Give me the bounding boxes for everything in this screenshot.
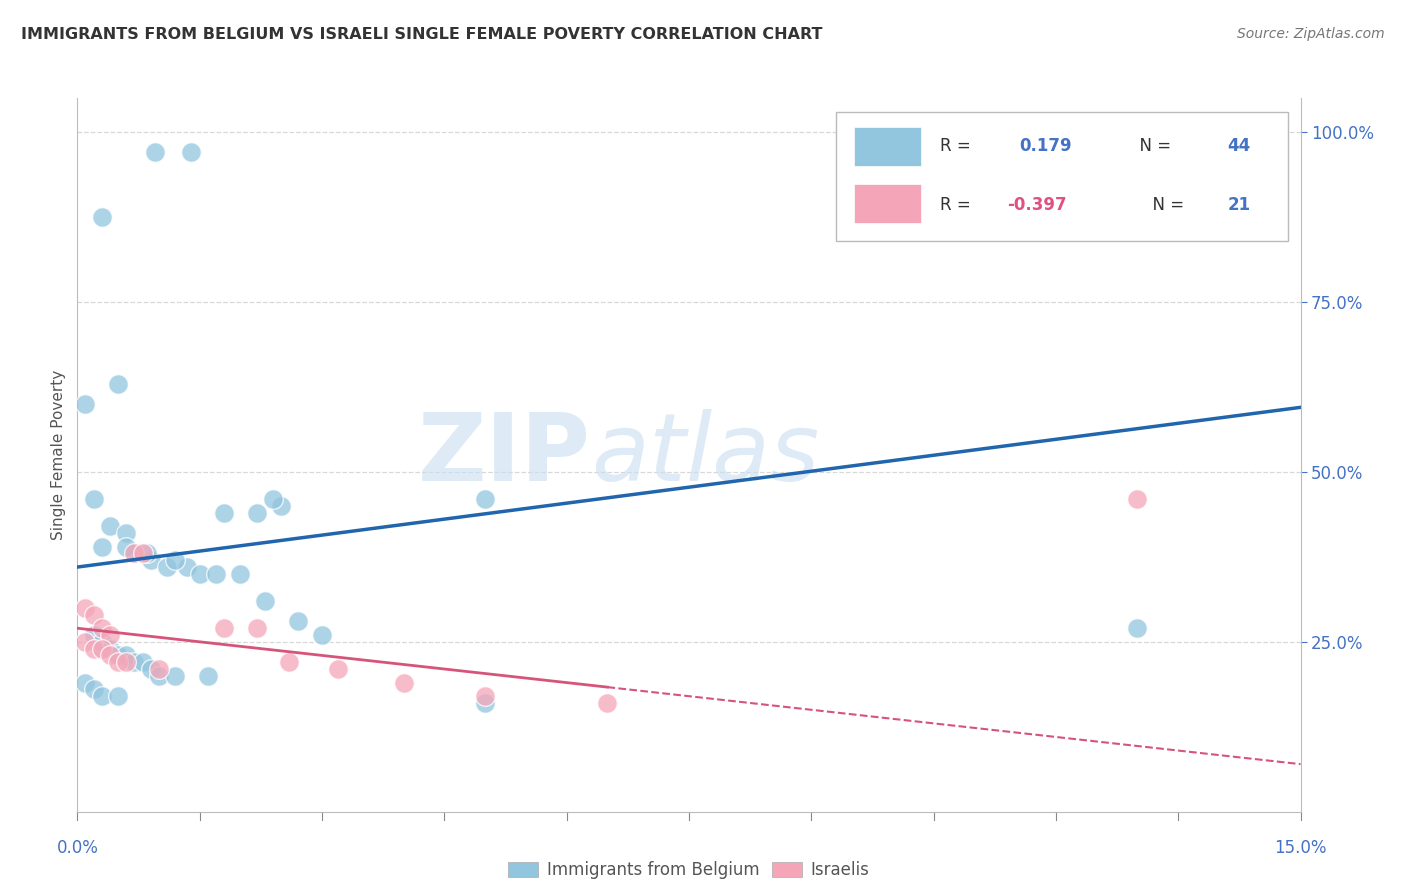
Point bbox=[246, 621, 269, 635]
Point bbox=[115, 648, 138, 663]
Point bbox=[107, 655, 129, 669]
Point bbox=[287, 615, 309, 629]
Point bbox=[124, 546, 146, 560]
Text: 44: 44 bbox=[1227, 137, 1250, 155]
Point bbox=[474, 696, 496, 710]
Text: R =: R = bbox=[939, 137, 976, 155]
Point bbox=[90, 689, 112, 703]
FancyBboxPatch shape bbox=[835, 112, 1288, 241]
Text: atlas: atlas bbox=[591, 409, 820, 500]
Point bbox=[135, 546, 157, 560]
Text: -0.397: -0.397 bbox=[1007, 196, 1067, 214]
Point bbox=[75, 675, 97, 690]
Point bbox=[311, 628, 333, 642]
Point bbox=[270, 499, 292, 513]
Point bbox=[156, 560, 179, 574]
Point bbox=[107, 376, 129, 391]
Point bbox=[131, 655, 153, 669]
Point bbox=[278, 655, 301, 669]
Y-axis label: Single Female Poverty: Single Female Poverty bbox=[51, 370, 66, 540]
Point bbox=[115, 526, 138, 541]
Text: 15.0%: 15.0% bbox=[1274, 838, 1327, 857]
Text: N =: N = bbox=[1129, 137, 1177, 155]
Point bbox=[205, 566, 228, 581]
Text: Source: ZipAtlas.com: Source: ZipAtlas.com bbox=[1237, 27, 1385, 41]
Point bbox=[596, 696, 619, 710]
Point bbox=[143, 145, 166, 160]
Point bbox=[148, 669, 170, 683]
Point bbox=[115, 540, 138, 554]
Text: 0.0%: 0.0% bbox=[56, 838, 98, 857]
Point bbox=[148, 662, 170, 676]
Point bbox=[75, 397, 97, 411]
Point bbox=[131, 546, 153, 560]
Point bbox=[90, 621, 112, 635]
Point bbox=[124, 546, 146, 560]
Point bbox=[83, 607, 105, 622]
Point bbox=[197, 669, 219, 683]
Point bbox=[90, 210, 112, 224]
Text: IMMIGRANTS FROM BELGIUM VS ISRAELI SINGLE FEMALE POVERTY CORRELATION CHART: IMMIGRANTS FROM BELGIUM VS ISRAELI SINGL… bbox=[21, 27, 823, 42]
FancyBboxPatch shape bbox=[853, 127, 921, 166]
Point bbox=[1126, 492, 1149, 507]
Point bbox=[107, 689, 129, 703]
Point bbox=[98, 648, 121, 663]
Point bbox=[107, 648, 129, 663]
Point bbox=[75, 600, 97, 615]
FancyBboxPatch shape bbox=[853, 184, 921, 223]
Point bbox=[98, 628, 121, 642]
Point bbox=[165, 669, 187, 683]
Point bbox=[90, 641, 112, 656]
Point bbox=[165, 553, 187, 567]
Point bbox=[139, 553, 162, 567]
Point bbox=[474, 492, 496, 507]
Point bbox=[83, 492, 105, 507]
Point bbox=[246, 506, 269, 520]
Point bbox=[83, 682, 105, 697]
Point bbox=[90, 635, 112, 649]
Text: R =: R = bbox=[939, 196, 976, 214]
Point bbox=[180, 145, 202, 160]
Point bbox=[83, 641, 105, 656]
Point bbox=[98, 519, 121, 533]
Point bbox=[124, 655, 146, 669]
Point bbox=[212, 621, 235, 635]
Point bbox=[392, 675, 415, 690]
Point bbox=[176, 560, 198, 574]
Point bbox=[188, 566, 211, 581]
Point bbox=[115, 655, 138, 669]
Point bbox=[139, 662, 162, 676]
Text: ZIP: ZIP bbox=[418, 409, 591, 501]
Point bbox=[90, 540, 112, 554]
Point bbox=[1126, 621, 1149, 635]
Point bbox=[328, 662, 350, 676]
Point bbox=[253, 594, 276, 608]
Text: 21: 21 bbox=[1227, 196, 1250, 214]
Point bbox=[212, 506, 235, 520]
Text: 0.179: 0.179 bbox=[1019, 137, 1071, 155]
Point bbox=[229, 566, 252, 581]
Text: N =: N = bbox=[1142, 196, 1189, 214]
Point bbox=[262, 492, 284, 507]
Point bbox=[83, 628, 105, 642]
Point bbox=[98, 641, 121, 656]
Legend: Immigrants from Belgium, Israelis: Immigrants from Belgium, Israelis bbox=[502, 855, 876, 886]
Point bbox=[75, 635, 97, 649]
Point bbox=[474, 689, 496, 703]
